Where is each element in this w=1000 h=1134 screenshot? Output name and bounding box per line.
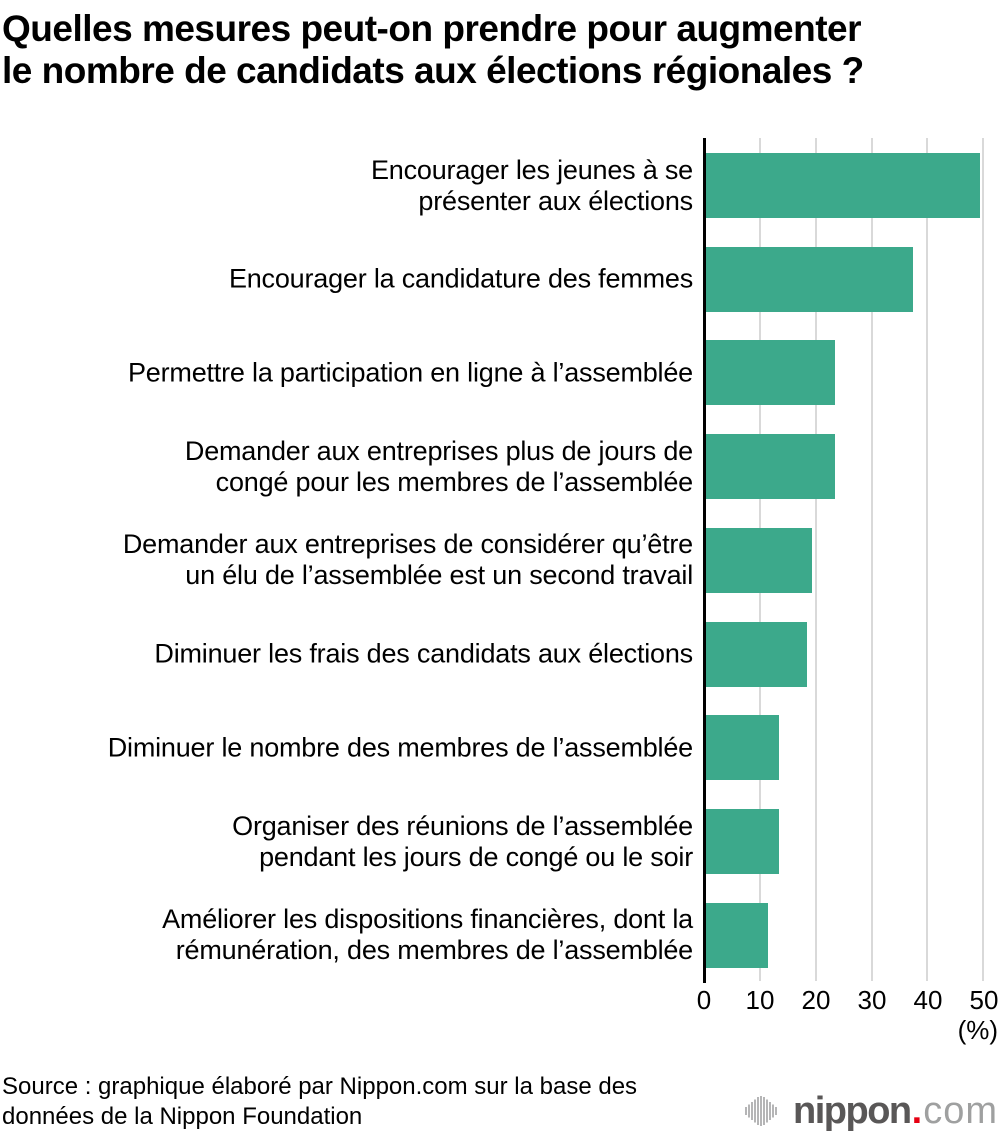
- gridline-20: [815, 138, 817, 981]
- bar-row: Organiser des réunions de l’assemblée pe…: [0, 809, 1000, 875]
- bar: [706, 434, 835, 500]
- bar-label: Encourager les jeunes à se présenter aux…: [370, 154, 693, 216]
- nippon-logo: nippon . com: [745, 1088, 998, 1134]
- bar-row: Encourager les jeunes à se présenter aux…: [0, 153, 1000, 218]
- logo-word-com: com: [923, 1090, 998, 1132]
- page-title: Quelles mesures peut-on prendre pour aug…: [2, 8, 864, 91]
- x-tick-10: 10: [745, 985, 775, 1015]
- x-tick-0: 0: [696, 985, 712, 1015]
- bar-row: Diminuer les frais des candidats aux éle…: [0, 621, 1000, 687]
- x-tick-50: 50: [969, 985, 999, 1015]
- bar-label: Encourager la candidature des femmes: [228, 263, 693, 294]
- logo-wordmark: nippon . com: [793, 1088, 998, 1134]
- bar: [706, 621, 807, 687]
- x-tick-20: 20: [801, 985, 831, 1015]
- logo-word-nippon: nippon: [793, 1090, 912, 1132]
- bar-row: Demander aux entreprises de considérer q…: [0, 527, 1000, 593]
- bar-row: Diminuer le nombre des membres de l’asse…: [0, 715, 1000, 781]
- bar-row: Demander aux entreprises plus de jours d…: [0, 434, 1000, 500]
- gridline-30: [871, 138, 873, 981]
- gridline-50: [982, 138, 984, 981]
- gridline-40: [926, 138, 928, 981]
- bar-label: Améliorer les dispositions financières, …: [162, 904, 693, 966]
- bar-label: Permettre la participation en ligne à l’…: [127, 357, 693, 388]
- bar: [706, 809, 779, 875]
- bar-row: Encourager la candidature des femmes: [0, 246, 1000, 312]
- bar-row: Permettre la participation en ligne à l’…: [0, 340, 1000, 406]
- bar: [706, 340, 835, 406]
- x-tick-30: 30: [857, 985, 887, 1015]
- bar: [706, 527, 813, 593]
- bar: [706, 246, 913, 312]
- soundwave-bars-icon: [745, 1096, 778, 1126]
- bar: [706, 715, 779, 781]
- bar-label: Diminuer les frais des candidats aux éle…: [154, 638, 693, 669]
- bar-label: Organiser des réunions de l’assemblée pe…: [232, 810, 693, 872]
- bar-label: Demander aux entreprises plus de jours d…: [184, 435, 693, 497]
- x-axis-unit-label: (%): [957, 1015, 998, 1045]
- bar: [706, 902, 768, 968]
- x-tick-40: 40: [913, 985, 943, 1015]
- bar-row: Améliorer les dispositions financières, …: [0, 902, 1000, 968]
- source-note: Source : graphique élaboré par Nippon.co…: [2, 1073, 638, 1130]
- bar-label: Diminuer le nombre des membres de l’asse…: [107, 732, 693, 763]
- bar: [706, 153, 980, 218]
- logo-red-dot: .: [911, 1090, 923, 1132]
- bar-label: Demander aux entreprises de considérer q…: [122, 529, 693, 591]
- y-axis-line: [703, 138, 706, 983]
